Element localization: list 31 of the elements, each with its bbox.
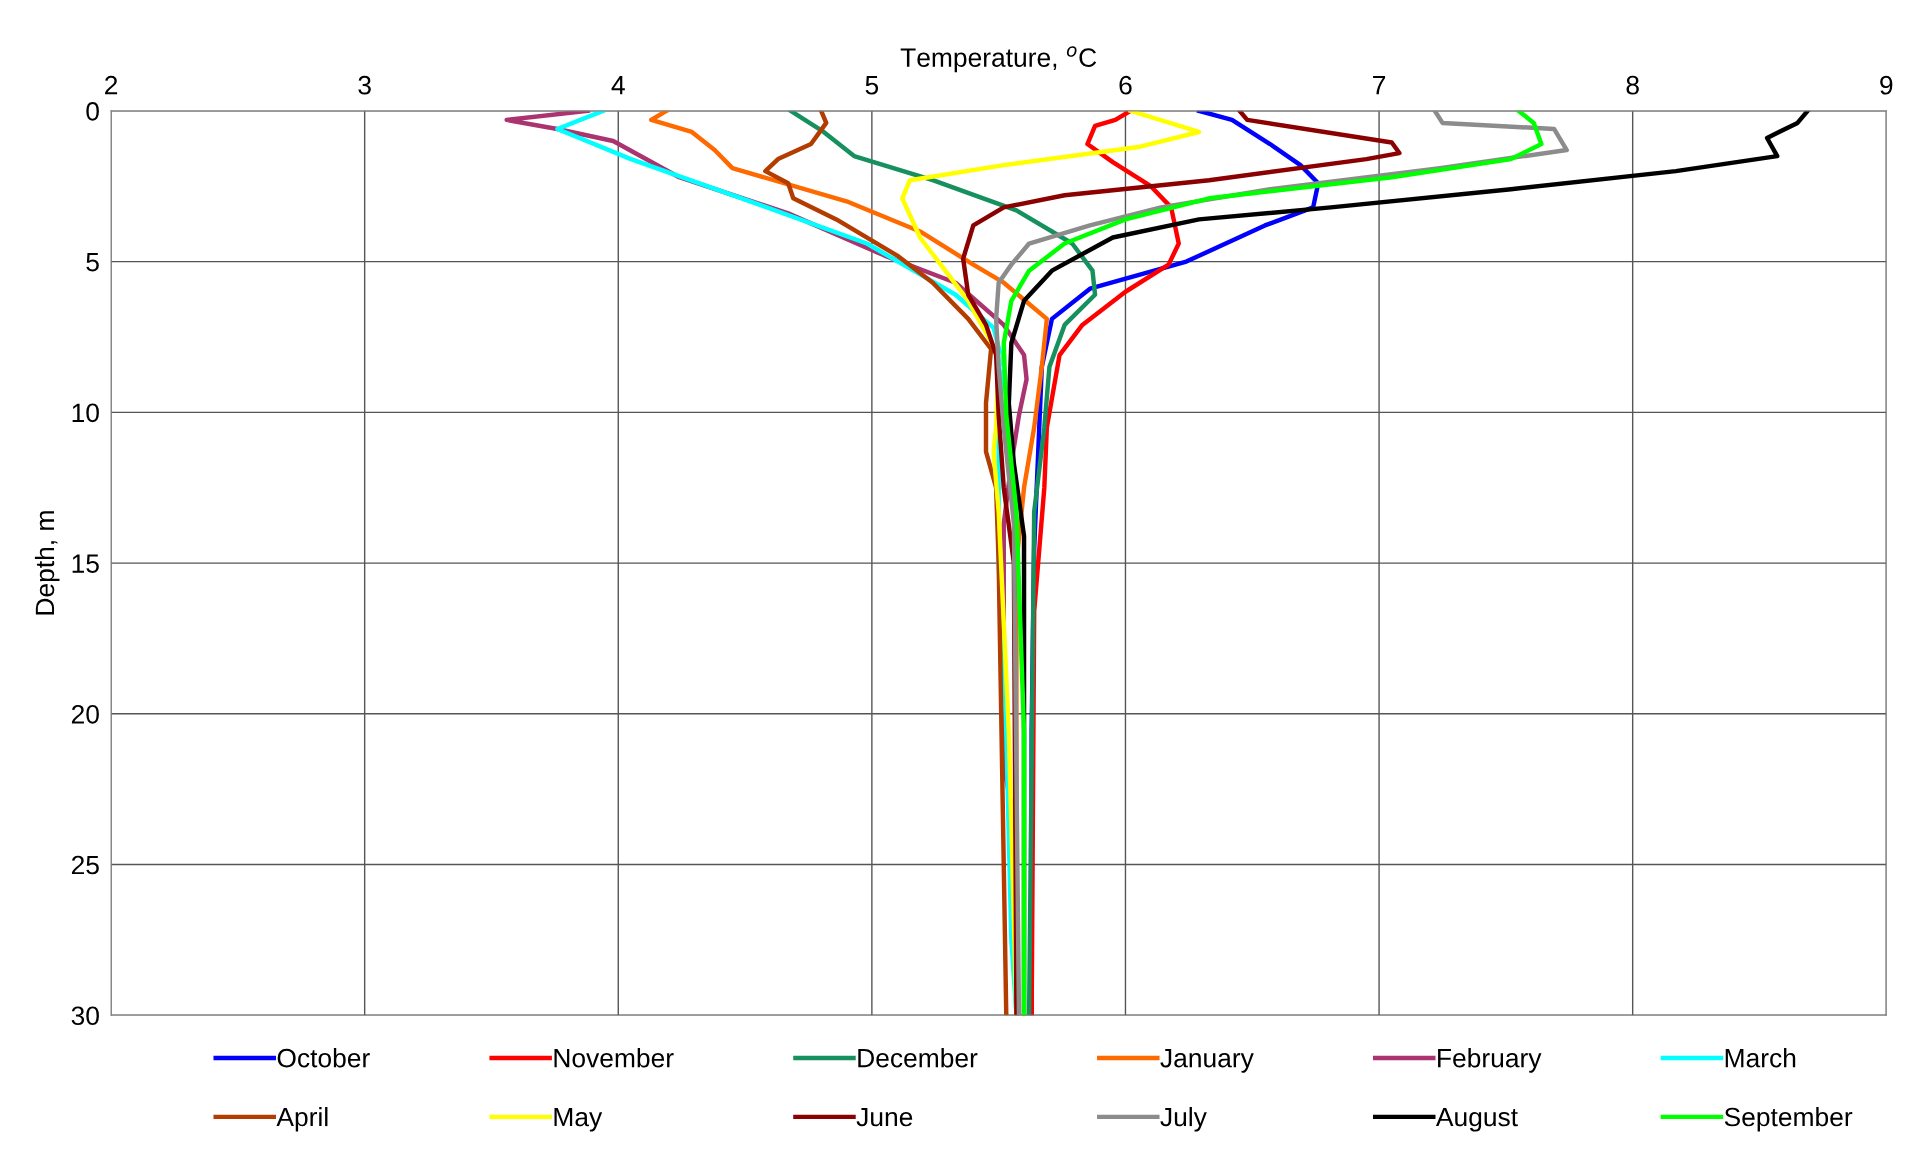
y-tick-label: 5 <box>86 253 99 272</box>
x-axis-title: Temperature, $^{o}$C <box>900 46 1097 73</box>
x-tick-label: 8 <box>1626 75 1639 95</box>
legend-label: March <box>1725 1048 1796 1068</box>
legend-label: September <box>1724 1106 1853 1132</box>
y-axis-title: Depth, m <box>34 511 60 615</box>
x-tick-label: 6 <box>1119 75 1132 95</box>
y-tick-label: 10 <box>72 403 99 423</box>
legend-label: May <box>554 1107 603 1132</box>
y-tick-label: 25 <box>71 855 99 875</box>
x-tick-label: 3 <box>358 75 371 95</box>
line-series <box>763 110 1009 1016</box>
legend-label: August <box>1435 1107 1518 1132</box>
x-tick-label: 4 <box>611 76 625 95</box>
x-tick-label: 5 <box>865 76 879 95</box>
x-tick-label: 2 <box>105 75 118 95</box>
legend-label: July <box>1160 1106 1207 1132</box>
legend-label: February <box>1438 1048 1542 1073</box>
line-series <box>788 110 1098 1016</box>
y-tick-label: 30 <box>71 1006 99 1026</box>
legend-label: January <box>1160 1049 1254 1073</box>
legend-label: June <box>856 1107 913 1127</box>
y-tick-label: 15 <box>72 554 99 573</box>
y-tick-label: 0 <box>86 102 99 121</box>
legend-label: October <box>277 1048 370 1068</box>
y-tick-label: 20 <box>71 704 99 724</box>
legend-label: November <box>554 1048 674 1068</box>
legend-label: December <box>858 1048 978 1068</box>
legend-label: April <box>276 1106 328 1132</box>
x-tick-label: 7 <box>1373 76 1386 95</box>
x-tick-label: 9 <box>1880 75 1893 95</box>
